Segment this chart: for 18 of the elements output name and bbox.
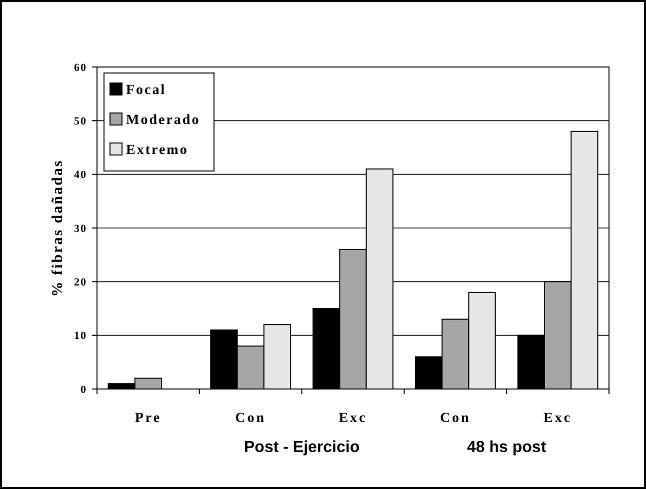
y-tick-label: 20	[74, 276, 87, 289]
legend-label: Focal	[126, 82, 166, 98]
y-tick-label: 0	[80, 384, 87, 396]
y-tick-label: 60	[74, 62, 87, 74]
y-axis-title: % fibras dañadas	[50, 159, 66, 297]
x-tick-label: Pre	[134, 411, 162, 426]
x-tick-label: Exc	[544, 411, 572, 426]
x-tick-label: Con	[440, 411, 471, 426]
y-tick-label: 30	[74, 222, 87, 235]
x-tick-label: Con	[235, 411, 266, 426]
text: Post - Ejercicio	[244, 439, 360, 456]
y-tick-label: 50	[74, 116, 87, 128]
y-tick-label: 40	[74, 169, 87, 182]
legend-label: Extremo	[126, 142, 188, 158]
legend-label: Moderado	[126, 112, 200, 128]
text: 48 hs post	[467, 439, 547, 456]
x-tick-label: Exc	[338, 411, 368, 426]
y-tick-label: 10	[74, 330, 87, 342]
